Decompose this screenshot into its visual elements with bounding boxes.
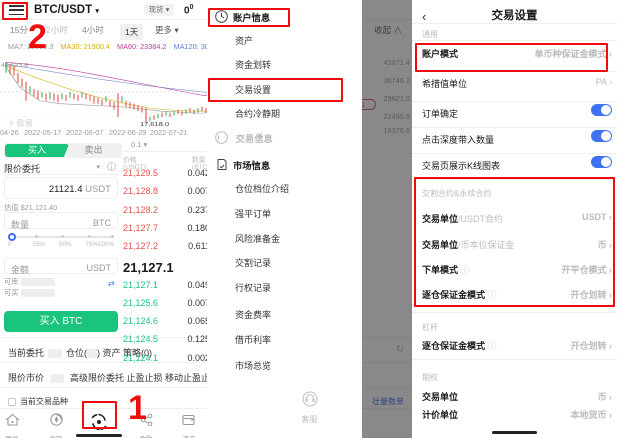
svg-text:49,623.8: 49,623.8	[1, 63, 29, 69]
svg-text:17,618.0: 17,618.0	[140, 122, 170, 128]
